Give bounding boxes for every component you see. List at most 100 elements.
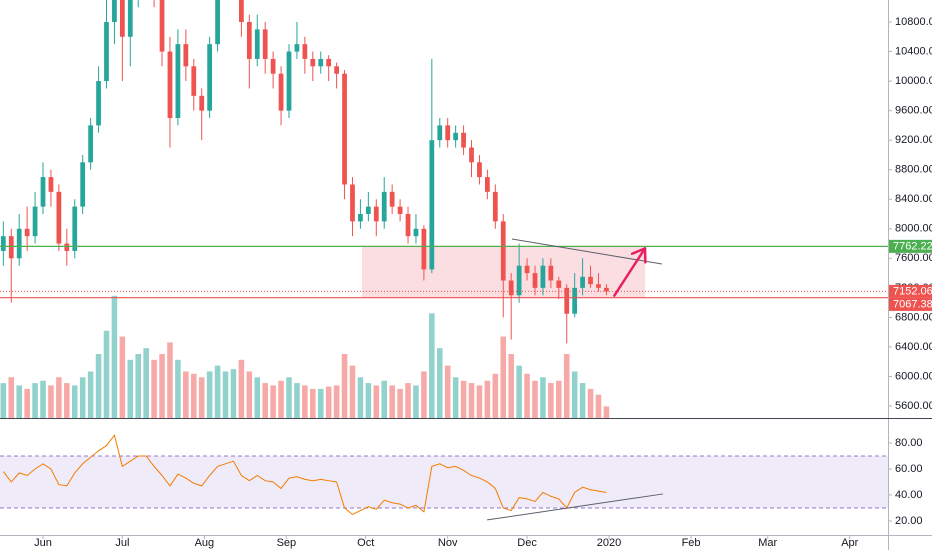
candle-body [56,191,62,244]
candle-body [500,221,506,281]
x-tick-label: Jun [34,537,52,549]
volume-bar [413,385,419,418]
volume-bar [127,359,134,418]
y-tick-label: 10000.00 [895,75,932,87]
volume-bar [508,354,514,418]
rsi-tick-label: 60.00 [895,463,923,475]
candle-body [159,0,165,52]
volume-bar [397,388,403,418]
candle-body [604,287,609,292]
candle-body [397,206,403,215]
candle-body [524,265,530,274]
volume-bar [246,371,253,418]
volume-bar [135,354,142,418]
candle-body [72,206,78,251]
candle-body [326,58,332,67]
volume-bar [317,388,324,418]
volume-bar [310,388,316,418]
volume-bar [40,380,46,418]
rsi-tick-label: 40.00 [895,489,923,501]
volume-bar [0,383,7,418]
price-label: 7762.22 [893,240,932,252]
candle-body [429,140,435,270]
candle-body [278,73,284,111]
y-tick-label: 6800.00 [895,311,932,323]
candle-body [381,191,387,222]
volume-bar [492,373,499,418]
candle-body [484,177,490,192]
volume-bar [119,336,126,418]
candle-body [469,147,474,163]
candle-body [437,125,443,141]
candle-body [294,44,300,52]
y-tick-label: 5600.00 [895,400,932,412]
volume-bar [254,377,261,418]
candle-body [175,44,181,119]
price-label: 7067.38 [893,298,932,310]
candle-body [183,44,189,67]
volume-bar [56,377,62,418]
price-label-box [889,239,932,253]
candle-body [24,228,30,237]
candle-body [548,265,554,281]
volume-bar [516,365,522,418]
volume-bar [167,342,173,418]
volume-bar [389,385,395,418]
candle-body [365,206,371,215]
volume-bar [333,385,340,418]
y-tick-label: 9200.00 [895,134,932,146]
price-label: 7152.06 [893,285,932,297]
volume-bar [95,354,102,418]
arrow [613,247,647,297]
x-tick-label: Aug [195,537,215,549]
volume-bar [183,371,189,418]
candle-body [127,0,133,37]
candle-body [88,125,94,163]
volume-bar [151,359,157,418]
candle-body [215,0,220,45]
candle-body [334,66,339,74]
volume-bar [238,359,245,418]
candle-body [262,29,268,59]
candle-body [40,177,46,207]
y-tick-label: 8400.00 [895,193,932,205]
y-tick-label: 9600.00 [895,105,932,117]
volume-bar [16,385,22,418]
volume-bar [270,385,276,418]
volume-bar [532,380,538,418]
volume-bar [484,380,491,418]
candle-body [358,214,363,222]
y-tick-label: 6000.00 [895,370,932,382]
volume-bar [373,385,380,418]
volume-bar [302,385,308,418]
candle-body [350,184,355,222]
candle-body [286,51,292,111]
candle-body [270,58,276,74]
volume-bar [548,383,554,418]
candle-body [239,0,244,23]
candle-body [8,236,14,259]
y-tick-label: 8000.00 [895,223,932,235]
candle-body [112,0,117,23]
y-tick-label: 6400.00 [895,341,932,353]
candle-body [492,191,498,222]
candle-body [207,44,213,111]
volume-bar [341,354,348,418]
volume-bar [294,383,300,418]
volume-bar [381,380,387,418]
volume-bar [278,380,284,418]
candle-body [596,284,601,288]
volume-bar [429,313,435,418]
arrow-head [630,247,647,264]
volume-bar [587,388,594,418]
candle-body [564,287,570,314]
x-tick-label: Nov [438,537,458,549]
y-tick-label: 7600.00 [895,252,932,264]
candle-body [342,73,347,185]
price-pane [0,0,888,418]
candle-body [32,206,38,237]
rsi-tick-label: 20.00 [895,515,923,527]
volume-bar [262,383,268,418]
rsi-band [0,455,888,508]
volume-bar [103,330,110,418]
